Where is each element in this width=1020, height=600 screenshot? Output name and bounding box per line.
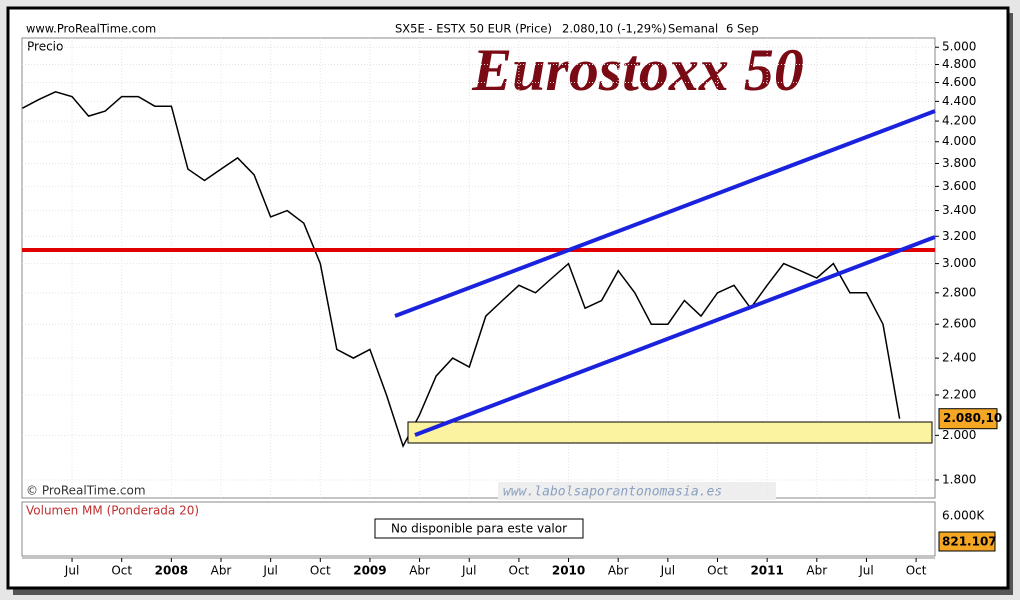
x-tick-label: Abr xyxy=(806,564,827,578)
x-tick-label: Oct xyxy=(310,564,331,578)
x-tick-label: Oct xyxy=(707,564,728,578)
channel-lower xyxy=(414,235,936,437)
volume-last-box xyxy=(938,531,996,552)
site: www.ProRealTime.com xyxy=(26,22,156,36)
y-tick-label: 3.400 xyxy=(942,203,976,217)
copyright: © ProRealTime.com xyxy=(26,484,146,498)
x-tick-label: 2011 xyxy=(750,564,783,578)
y-label: Precio xyxy=(27,40,63,54)
y-tick-label: 1.800 xyxy=(942,472,976,486)
x-tick-label: Jul xyxy=(262,564,277,578)
x-tick-label: Oct xyxy=(509,564,530,578)
date: 6 Sep xyxy=(726,22,759,36)
y-tick-label: 4.200 xyxy=(942,114,976,128)
y-tick-label: 4.000 xyxy=(942,134,976,148)
y-tick-label: 4.800 xyxy=(942,57,976,71)
volume-last-label: 821.107 xyxy=(942,535,997,549)
y-tick-label: 3.800 xyxy=(942,156,976,170)
y-tick-label: 2.400 xyxy=(942,351,976,365)
symbol: SX5E - ESTX 50 EUR (Price) xyxy=(395,22,552,36)
y-tick-label: 5.000 xyxy=(942,40,976,54)
x-tick-label: Abr xyxy=(211,564,232,578)
x-tick-label: Jul xyxy=(660,564,675,578)
y-tick-label: 2.000 xyxy=(942,428,976,442)
x-tick-label: Jul xyxy=(858,564,873,578)
last-price-label: 2.080,10 xyxy=(943,411,1002,425)
support-zone xyxy=(407,421,933,444)
price-panel xyxy=(21,37,936,499)
y-tick-label: 4.400 xyxy=(942,94,976,108)
x-tick-label: Abr xyxy=(409,564,430,578)
channel-upper xyxy=(394,109,936,318)
change: 2.080,10 (-1,29%) xyxy=(562,22,667,36)
x-tick-label: Abr xyxy=(608,564,629,578)
x-tick-label: Jul xyxy=(64,564,79,578)
volume-title: Volumen MM (Ponderada 20) xyxy=(26,504,199,518)
volume-message-box xyxy=(374,518,584,539)
y-tick-label: 3.600 xyxy=(942,179,976,193)
volume-message: No disponible para este valor xyxy=(391,522,567,536)
watermark: www.labolsaporantonomasia.es xyxy=(503,485,722,500)
x-tick-label: 2010 xyxy=(552,564,585,578)
last-price-box xyxy=(938,408,998,430)
y-tick-label: 2.600 xyxy=(942,317,976,331)
y-tick-label: 4.600 xyxy=(942,75,976,89)
x-tick-label: 2009 xyxy=(353,564,386,578)
y-tick-label: 2.800 xyxy=(942,285,976,299)
y-tick-label: 3.000 xyxy=(942,256,976,270)
watermark-bg xyxy=(498,482,776,500)
x-tick-label: 2008 xyxy=(155,564,188,578)
x-tick-label: Oct xyxy=(111,564,132,578)
chart-title: Eurostoxx 50 xyxy=(471,37,804,103)
x-tick-label: Oct xyxy=(906,564,927,578)
x-tick-label: Jul xyxy=(461,564,476,578)
y-tick-label: 2.200 xyxy=(942,387,976,401)
volume-tick-label: 6.000K xyxy=(942,509,985,523)
period: Semanal xyxy=(668,22,718,36)
y-tick-label: 3.200 xyxy=(942,229,976,243)
